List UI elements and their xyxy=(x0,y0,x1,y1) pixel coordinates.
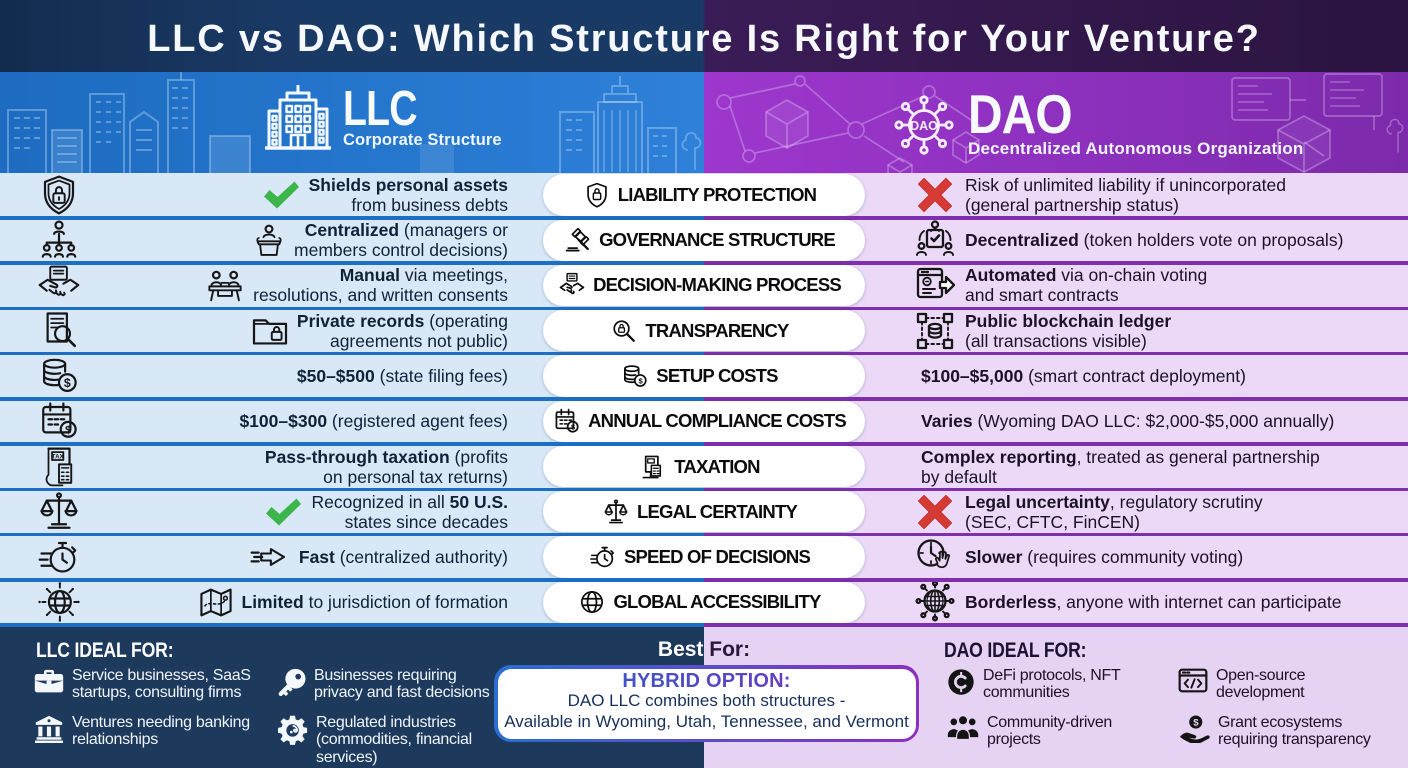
svg-text:DAO: DAO xyxy=(910,119,938,133)
svg-text:$: $ xyxy=(639,376,644,385)
svg-text:$: $ xyxy=(65,425,71,437)
svg-text:TAX: TAX xyxy=(52,453,65,460)
svg-text:$: $ xyxy=(64,376,71,390)
svg-text:$: $ xyxy=(1193,718,1199,729)
svg-text:$: $ xyxy=(571,423,575,432)
